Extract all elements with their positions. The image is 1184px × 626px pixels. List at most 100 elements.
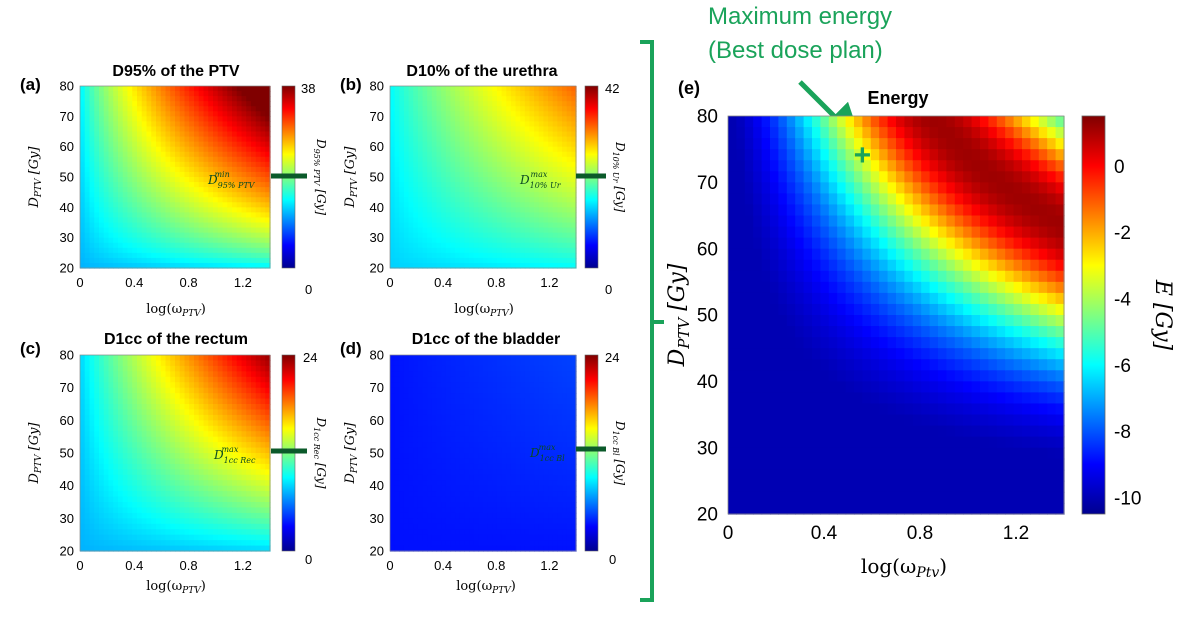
heatmap-cell xyxy=(487,182,493,188)
heatmap-cell xyxy=(260,96,266,102)
heatmap-cell xyxy=(394,469,400,476)
heatmap-cell xyxy=(571,227,577,234)
panel-a-ylabel: DPTV [Gy] xyxy=(27,146,44,209)
heatmap-cell xyxy=(118,431,124,438)
heatmap-cell xyxy=(417,512,424,519)
heatmap-cell xyxy=(450,518,456,525)
heatmap-cell xyxy=(165,217,171,224)
heatmap-cell xyxy=(265,101,271,107)
heatmap-cell xyxy=(165,126,171,133)
heatmap-cell xyxy=(99,469,105,476)
heatmap-cell xyxy=(222,232,228,239)
heatmap-cell xyxy=(94,365,100,372)
heatmap-cell xyxy=(548,197,554,203)
heatmap-cell xyxy=(408,86,414,92)
heatmap-cell xyxy=(241,136,247,143)
heatmap-cell xyxy=(89,436,95,443)
heatmap-cell xyxy=(89,529,95,536)
heatmap-cell xyxy=(241,232,247,239)
heatmap-cell xyxy=(89,398,95,405)
heatmap-cell xyxy=(213,141,219,148)
heatmap-cell xyxy=(84,232,91,239)
heatmap-cell xyxy=(520,212,526,219)
heatmap-cell xyxy=(566,177,572,183)
heatmap-cell xyxy=(455,121,461,128)
heatmap-cell xyxy=(436,141,442,148)
heatmap-cell xyxy=(431,518,438,525)
heatmap-cell xyxy=(422,442,428,449)
heatmap-cell xyxy=(213,393,219,400)
heatmap-cell xyxy=(127,197,133,203)
heatmap-cell xyxy=(464,387,470,394)
heatmap-cell xyxy=(436,187,442,193)
heatmap-cell xyxy=(165,96,171,102)
heatmap-cell xyxy=(108,207,114,213)
heatmap-cell xyxy=(510,237,517,244)
heatmap-cell xyxy=(80,262,86,269)
heatmap-cell xyxy=(132,523,138,530)
heatmap-cell xyxy=(80,136,86,143)
heatmap-cell xyxy=(260,232,266,239)
heatmap-cell xyxy=(246,91,252,97)
heatmap-cell xyxy=(459,529,465,536)
heatmap-cell xyxy=(151,447,157,454)
heatmap-cell xyxy=(198,453,205,460)
heatmap-cell xyxy=(450,458,456,465)
heatmap-cell xyxy=(529,166,535,173)
heatmap-cell xyxy=(399,523,405,530)
heatmap-cell xyxy=(156,166,162,173)
heatmap-cell xyxy=(427,237,433,244)
heatmap-cell xyxy=(417,101,424,107)
heatmap-cell xyxy=(515,232,521,239)
heatmap-cell xyxy=(236,442,243,449)
heatmap-cell xyxy=(450,237,456,244)
heatmap-cell xyxy=(127,518,133,525)
heatmap-cell xyxy=(403,442,410,449)
heatmap-cell xyxy=(103,491,110,498)
heatmap-cell xyxy=(538,126,545,133)
heatmap-cell xyxy=(450,202,456,208)
heatmap-cell xyxy=(203,96,209,102)
heatmap-cell xyxy=(99,86,105,92)
heatmap-cell xyxy=(246,414,252,421)
heatmap-cell xyxy=(441,161,447,168)
heatmap-cell xyxy=(189,485,195,492)
heatmap-cell xyxy=(232,507,238,514)
heatmap-cell xyxy=(473,227,479,234)
heatmap-cell xyxy=(469,86,475,92)
heatmap-cell xyxy=(552,202,558,208)
heatmap-cell xyxy=(156,141,162,148)
heatmap-cell xyxy=(455,242,461,249)
heatmap-cell xyxy=(399,101,405,107)
heatmap-cell xyxy=(492,131,498,138)
heatmap-cell xyxy=(108,420,114,427)
heatmap-cell xyxy=(113,491,119,498)
heatmap-cell xyxy=(496,106,503,112)
heatmap-cell xyxy=(217,161,224,168)
heatmap-cell xyxy=(151,529,157,536)
heatmap-cell xyxy=(399,463,405,470)
heatmap-cell xyxy=(165,355,171,362)
heatmap-cell xyxy=(483,121,489,128)
heatmap-cell xyxy=(113,480,119,487)
heatmap-cell xyxy=(208,91,214,97)
heatmap-cell xyxy=(156,420,162,427)
heatmap-cell xyxy=(548,121,554,128)
heatmap-cell xyxy=(557,96,563,102)
heatmap-cell xyxy=(417,382,424,389)
heatmap-cell xyxy=(170,101,176,107)
heatmap-cell xyxy=(394,111,400,117)
heatmap-cell xyxy=(265,534,271,541)
heatmap-cell xyxy=(390,222,396,229)
heatmap-cell xyxy=(255,496,262,503)
heatmap-cell xyxy=(510,91,517,97)
heatmap-cell xyxy=(562,101,568,107)
heatmap-cell xyxy=(478,121,484,128)
heatmap-cell xyxy=(399,166,405,173)
heatmap-cell xyxy=(524,91,531,97)
heatmap-cell xyxy=(265,485,271,492)
heatmap-cell xyxy=(566,106,572,112)
heatmap-cell xyxy=(408,442,414,449)
heatmap-cell xyxy=(394,232,400,239)
heatmap-cell xyxy=(427,523,433,530)
